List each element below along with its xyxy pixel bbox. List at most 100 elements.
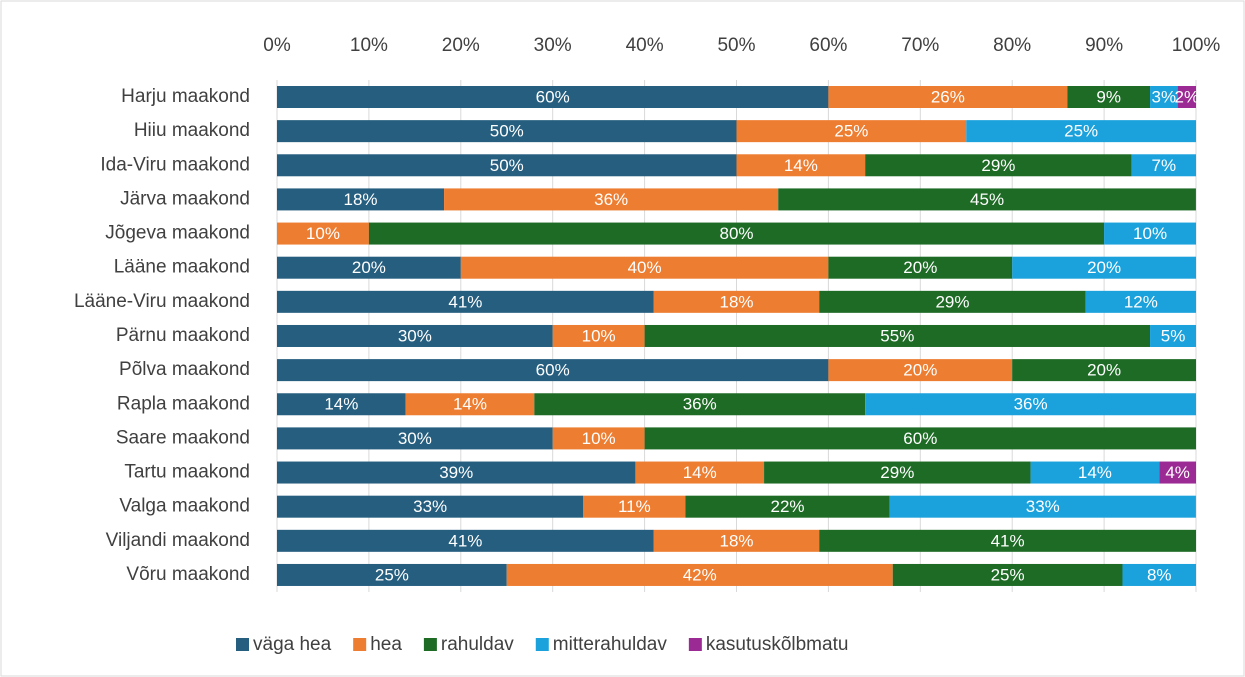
- data-label: 29%: [981, 156, 1015, 175]
- legend-label: rahuldav: [441, 634, 514, 655]
- bar-segment: [405, 393, 535, 416]
- data-label: 14%: [784, 156, 818, 175]
- data-label: 36%: [594, 190, 628, 209]
- y-tick-label: Põlva maakond: [119, 359, 250, 380]
- y-tick-label: Lääne-Viru maakond: [74, 291, 250, 312]
- data-label: 33%: [413, 497, 447, 516]
- data-label: 42%: [683, 565, 717, 584]
- data-label: 25%: [375, 565, 409, 584]
- data-label: 3%: [1152, 87, 1177, 106]
- bar-segment: [653, 529, 820, 552]
- legend-swatch: [353, 638, 367, 651]
- y-tick-label: Saare maakond: [116, 427, 250, 448]
- x-tick-label: 80%: [993, 35, 1031, 56]
- bar-segment: [828, 86, 1068, 108]
- data-label: 50%: [490, 122, 524, 141]
- data-label: 18%: [344, 190, 378, 209]
- data-label: 9%: [1096, 87, 1121, 106]
- y-tick-label: Pärnu maakond: [116, 325, 250, 346]
- data-label: 25%: [834, 122, 868, 141]
- legend-swatch: [423, 638, 437, 651]
- bar-segment: [828, 359, 1013, 382]
- x-tick-label: 60%: [809, 35, 847, 56]
- data-label: 30%: [398, 326, 432, 345]
- bar-segment: [1159, 461, 1196, 484]
- y-tick-label: Ida-Viru maakond: [100, 154, 250, 175]
- data-label: 40%: [628, 258, 662, 277]
- data-label: 20%: [1087, 258, 1121, 277]
- bar-segment: [277, 120, 737, 143]
- bar-segment: [892, 563, 1123, 586]
- bar-segment: [444, 188, 779, 211]
- bar-segment: [534, 393, 866, 416]
- x-tick-label: 0%: [263, 35, 291, 56]
- bar-segment: [277, 188, 445, 211]
- bar-segment: [1122, 563, 1196, 586]
- bar-segment: [277, 86, 829, 108]
- data-label: 50%: [490, 156, 524, 175]
- data-label: 4%: [1165, 463, 1190, 482]
- bar-segment: [966, 120, 1196, 143]
- y-tick-label: Valga maakond: [119, 496, 250, 517]
- data-label: 36%: [683, 395, 717, 414]
- bar-segment: [635, 461, 765, 484]
- data-label: 12%: [1124, 292, 1158, 311]
- bar-segment: [1085, 290, 1196, 313]
- data-label: 41%: [448, 531, 482, 550]
- bar-segment: [1150, 324, 1196, 347]
- legend-label: hea: [370, 634, 402, 655]
- bar-segment: [644, 427, 1196, 450]
- bar-segment: [460, 256, 829, 279]
- bar-segment: [1030, 461, 1160, 484]
- bar-segment: [506, 563, 893, 586]
- y-tick-label: Järva maakond: [120, 188, 250, 209]
- bar-segment: [736, 120, 967, 143]
- data-label: 8%: [1147, 565, 1172, 584]
- legend-swatch: [236, 638, 249, 651]
- bar-segment: [277, 461, 636, 484]
- data-label: 18%: [719, 292, 753, 311]
- data-label: 20%: [352, 258, 386, 277]
- bar-segment: [1150, 86, 1178, 108]
- bar-segment: [819, 529, 1196, 552]
- data-label: 10%: [306, 224, 340, 243]
- data-label: 33%: [1026, 497, 1060, 516]
- data-label: 29%: [880, 463, 914, 482]
- data-label: 26%: [931, 87, 965, 106]
- data-label: 80%: [719, 224, 753, 243]
- bar-segment: [277, 393, 406, 416]
- data-label: 25%: [991, 565, 1025, 584]
- data-label: 60%: [536, 361, 570, 380]
- y-tick-label: Rapla maakond: [117, 393, 250, 414]
- x-tick-label: 40%: [626, 35, 664, 56]
- x-tick-label: 20%: [442, 35, 480, 56]
- bar-segment: [277, 563, 507, 586]
- data-label: 22%: [770, 497, 804, 516]
- data-label: 45%: [970, 190, 1004, 209]
- x-tick-label: 70%: [901, 35, 939, 56]
- data-label: 20%: [903, 258, 937, 277]
- y-tick-label: Lääne maakond: [114, 257, 250, 278]
- data-label: 30%: [398, 429, 432, 448]
- data-label: 55%: [880, 326, 914, 345]
- data-label: 41%: [448, 292, 482, 311]
- bar-segment: [277, 290, 654, 313]
- data-label: 14%: [683, 463, 717, 482]
- data-label: 10%: [582, 326, 616, 345]
- bar-segment: [889, 495, 1196, 518]
- bar-segment: [828, 256, 1013, 279]
- data-label: 14%: [453, 395, 487, 414]
- data-label: 29%: [935, 292, 969, 311]
- data-label: 36%: [1014, 395, 1048, 414]
- x-tick-label: 50%: [717, 35, 755, 56]
- bar-segment: [277, 154, 737, 177]
- bar-segment: [1104, 222, 1196, 245]
- bar-segment: [277, 495, 584, 518]
- x-tick-label: 100%: [1172, 35, 1221, 56]
- bar-segment: [552, 324, 645, 347]
- legend-label: kasutuskõlbmatu: [706, 634, 849, 655]
- bar-segment: [778, 188, 1196, 211]
- data-label: 10%: [582, 429, 616, 448]
- bar-segment: [277, 359, 829, 382]
- bar-segment: [277, 222, 369, 245]
